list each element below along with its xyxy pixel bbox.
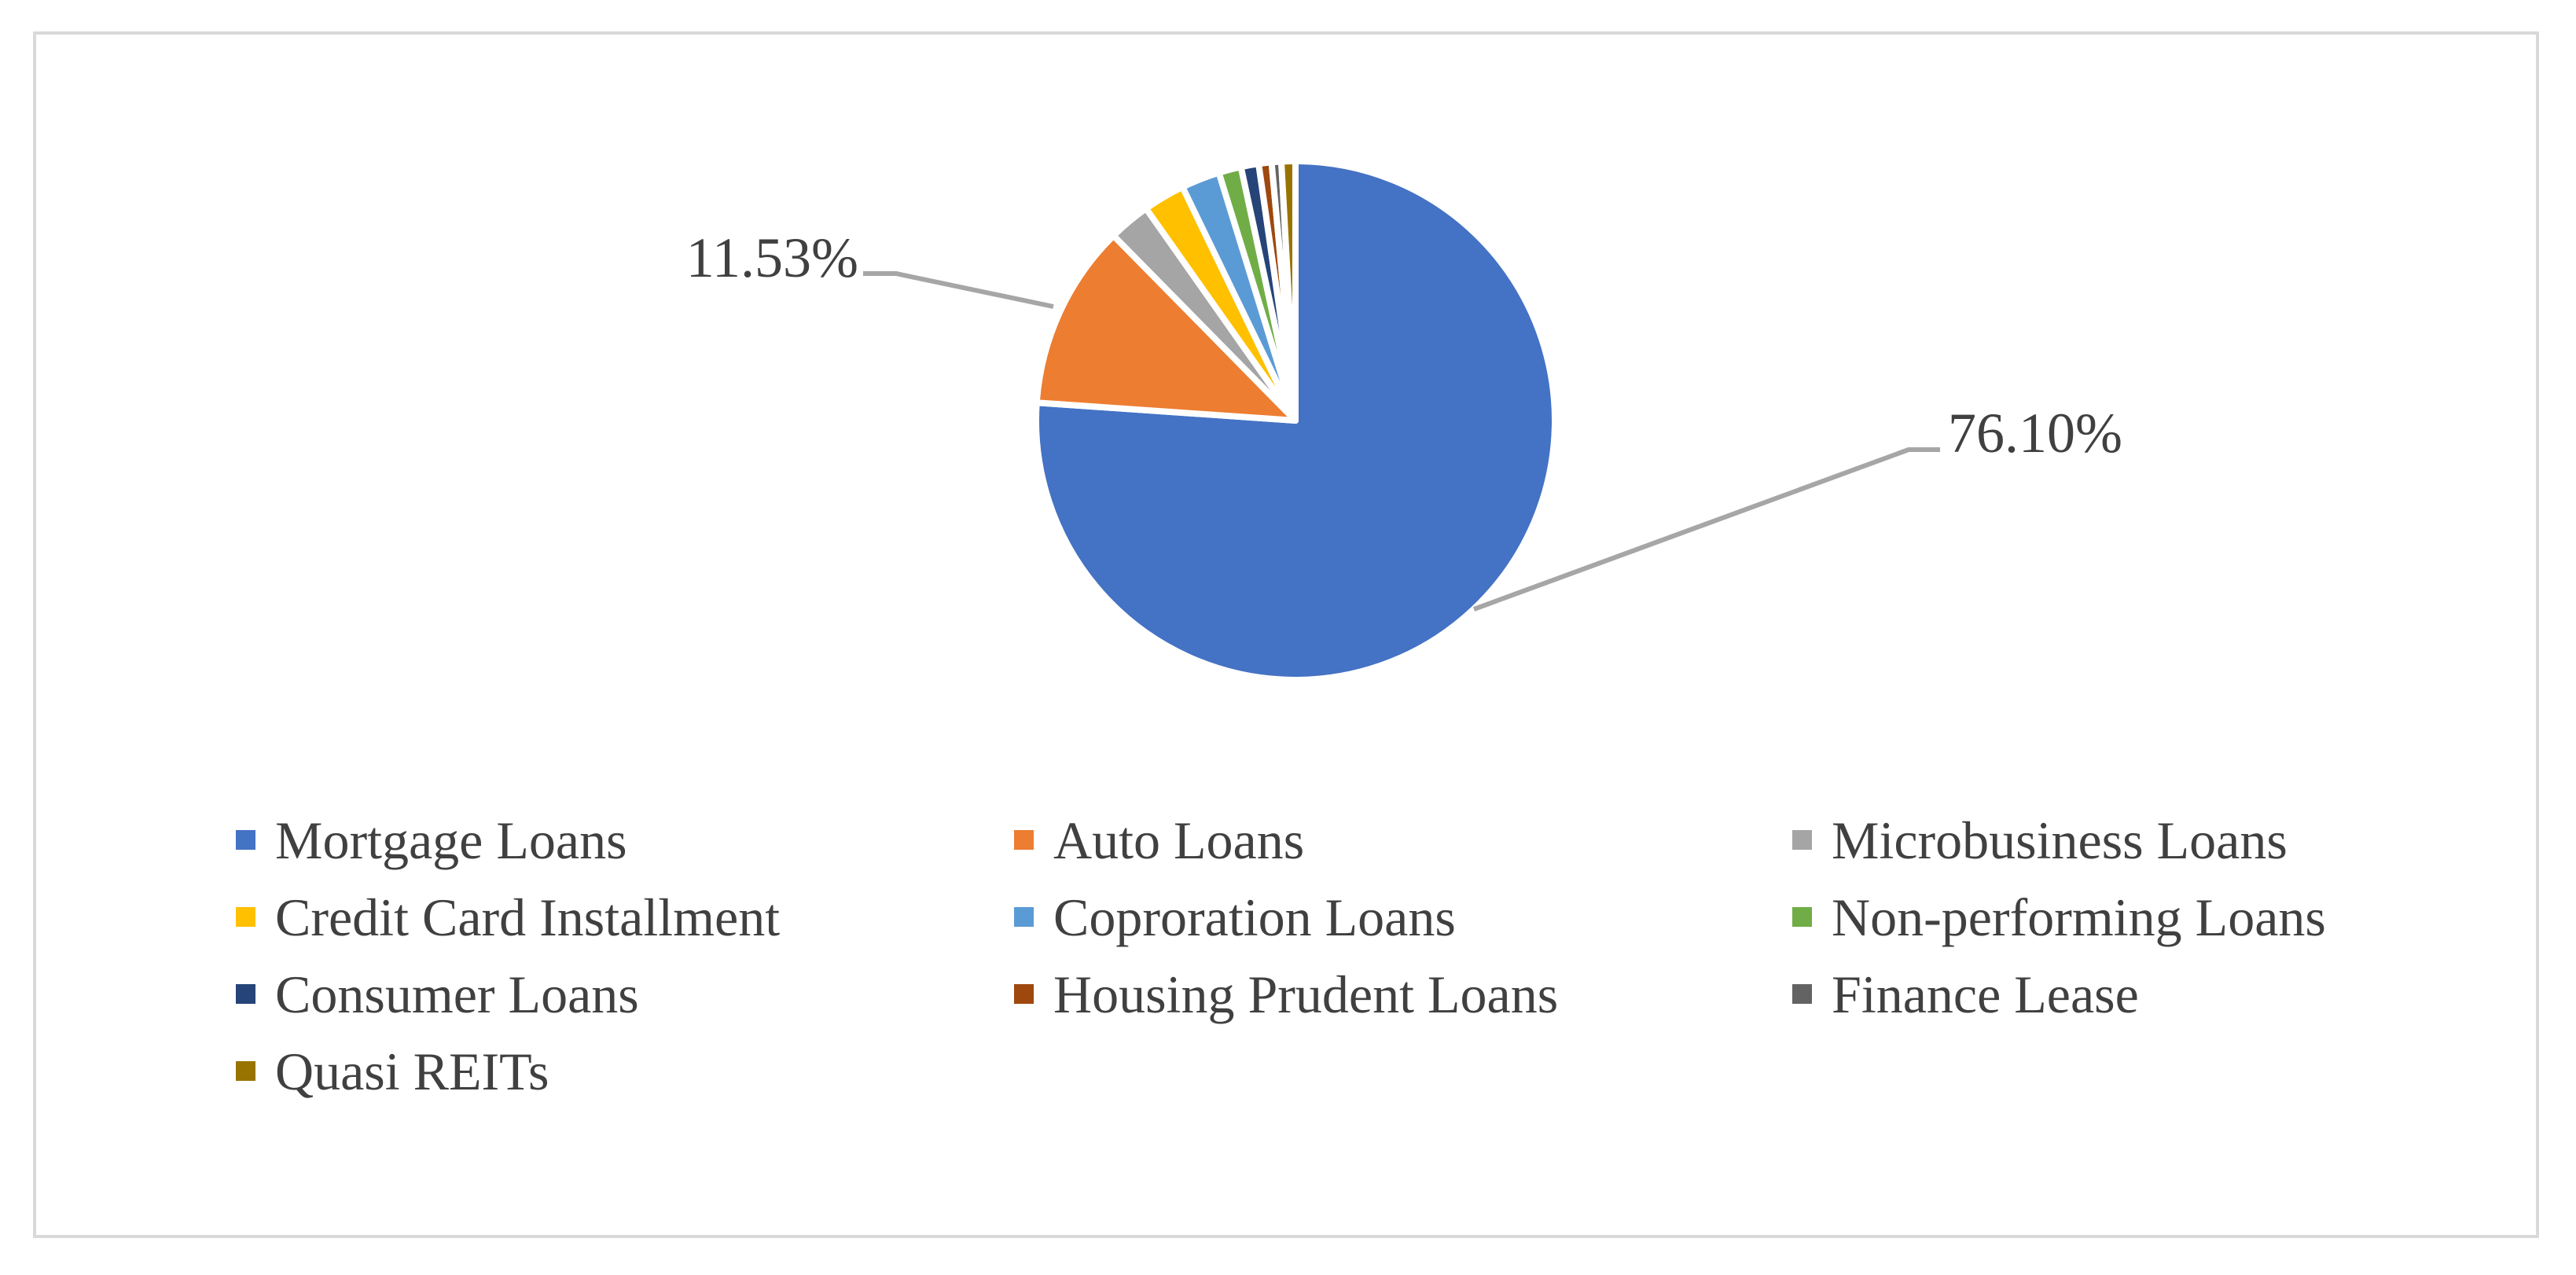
legend-swatch — [236, 907, 255, 927]
legend-item-quasi-reits: Quasi REITs — [236, 1041, 1014, 1101]
pie-slice-auto-loans — [1033, 232, 1299, 424]
legend-item-non-performing-loans: Non-performing Loans — [1792, 887, 2484, 947]
leader-line-mortgage-loans — [1472, 447, 1940, 612]
legend-item-credit-card-installment: Credit Card Installment — [236, 887, 1014, 947]
legend-label: Auto Loans — [1053, 810, 1305, 870]
legend-label: Credit Card Installment — [275, 887, 781, 947]
legend-label: Quasi REITs — [275, 1041, 549, 1101]
legend-label: Consumer Loans — [275, 964, 639, 1024]
legend-item-finance-lease: Finance Lease — [1792, 964, 2484, 1024]
pie-slices — [1033, 157, 1558, 683]
legend-item-mortgage-loans: Mortgage Loans — [236, 810, 1014, 870]
data-label-mortgage-loans: 76.10% — [1948, 402, 2122, 465]
legend-swatch — [1792, 830, 1812, 850]
leader-lines — [863, 271, 1940, 612]
legend-item-microbusiness-loans: Microbusiness Loans — [1792, 810, 2484, 870]
legend-swatch — [236, 984, 255, 1004]
legend-label: Microbusiness Loans — [1832, 810, 2288, 870]
legend-swatch — [236, 830, 255, 850]
legend-label: Mortgage Loans — [275, 810, 627, 870]
legend-swatch — [236, 1061, 255, 1081]
legend-swatch — [1014, 984, 1034, 1004]
leader-line-auto-loans — [863, 271, 1054, 309]
legend-label: Housing Prudent Loans — [1053, 964, 1559, 1024]
legend-label: Non-performing Loans — [1832, 887, 2326, 947]
legend: Mortgage Loans Auto Loans Microbusiness … — [236, 810, 2484, 1101]
legend-swatch — [1014, 830, 1034, 850]
legend-label: Finance Lease — [1832, 964, 2139, 1024]
legend-item-housing-prudent-loans: Housing Prudent Loans — [1014, 964, 1792, 1024]
legend-label: Coproration Loans — [1053, 887, 1456, 947]
legend-item-auto-loans: Auto Loans — [1014, 810, 1792, 870]
data-label-auto-loans: 11.53% — [686, 226, 858, 289]
legend-swatch — [1792, 984, 1812, 1004]
legend-swatch — [1014, 907, 1034, 927]
legend-item-consumer-loans: Consumer Loans — [236, 964, 1014, 1024]
pie-slice-quasi-reits — [1277, 157, 1299, 424]
legend-item-coproration-loans: Coproration Loans — [1014, 887, 1792, 947]
legend-swatch — [1792, 907, 1812, 927]
